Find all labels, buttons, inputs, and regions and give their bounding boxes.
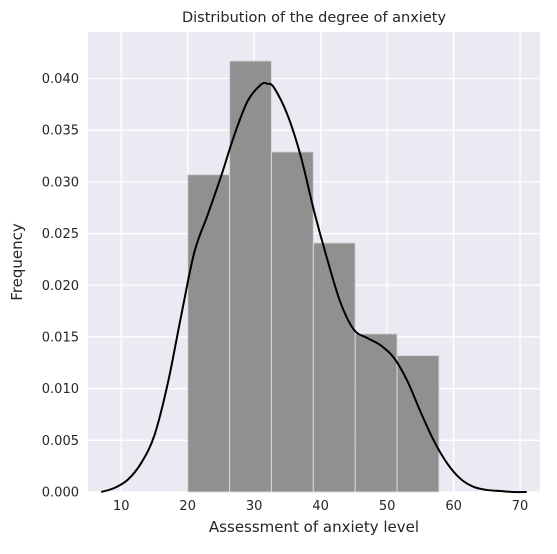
y-tick-label: 0.000 (42, 486, 79, 501)
x-tick-label: 20 (179, 499, 196, 514)
x-tick-label: 70 (512, 499, 529, 514)
y-tick-label: 0.035 (42, 124, 79, 139)
y-tick-label: 0.030 (42, 175, 79, 190)
x-tick-label: 60 (445, 499, 462, 514)
y-tick-label: 0.020 (42, 279, 79, 294)
y-tick-label: 0.040 (42, 72, 79, 87)
y-tick-label: 0.005 (42, 434, 79, 449)
y-tick-label: 0.025 (42, 227, 79, 242)
kde-line (100, 81, 527, 494)
chart-title: Distribution of the degree of anxiety (182, 10, 446, 26)
x-tick-label: 50 (379, 499, 396, 514)
x-tick-label: 30 (246, 499, 263, 514)
histogram-bar (229, 60, 272, 493)
histogram-bar (187, 174, 231, 493)
y-axis-ticks: 0.000 0.005 0.010 0.015 0.020 0.025 0.030 0.035… (42, 72, 79, 500)
y-tick-label: 0.015 (42, 330, 79, 345)
x-tick-label: 10 (113, 499, 130, 514)
y-axis-label: Frequency (8, 223, 26, 301)
x-tick-label: 40 (312, 499, 329, 514)
histogram-bar (270, 151, 314, 493)
histogram-bar (354, 333, 398, 493)
histogram-bars (187, 60, 440, 493)
x-axis-ticks: 10 20 30 40 50 60 70 (113, 499, 528, 514)
x-axis-label: Assessment of anxiety level (209, 518, 419, 536)
y-tick-label: 0.010 (42, 382, 79, 397)
histogram-bar (396, 355, 440, 493)
